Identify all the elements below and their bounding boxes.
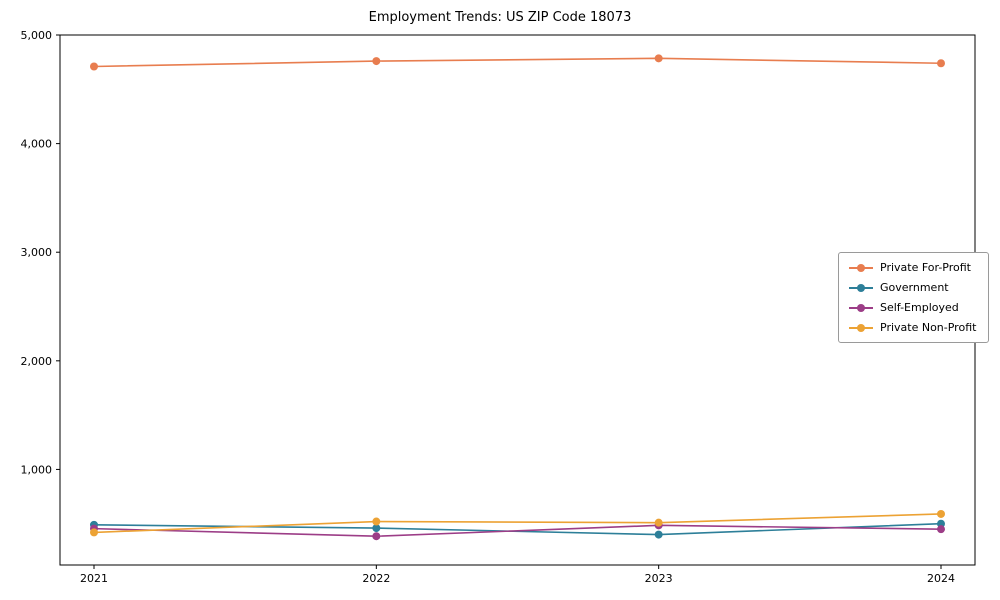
legend-label: Government — [880, 281, 949, 294]
legend-marker-dot — [857, 283, 865, 292]
series-marker — [937, 509, 945, 518]
y-tick-label: 2,000 — [21, 355, 53, 368]
y-tick-label: 5,000 — [21, 29, 53, 42]
y-tick-label: 3,000 — [21, 246, 53, 259]
series-marker — [372, 532, 381, 541]
series-marker — [90, 528, 98, 537]
legend-marker — [849, 303, 873, 312]
series-marker — [654, 530, 663, 539]
series-line — [93, 57, 942, 68]
legend-marker — [849, 263, 873, 272]
series-marker — [372, 57, 381, 66]
series-marker — [937, 59, 945, 68]
chart-title: Employment Trends: US ZIP Code 18073 — [368, 10, 632, 25]
series-marker — [90, 62, 98, 71]
series-line — [93, 513, 942, 534]
series-line — [93, 524, 942, 538]
series-marker — [372, 517, 381, 526]
x-tick-label: 2021 — [80, 572, 108, 585]
x-tick-label: 2024 — [927, 572, 955, 585]
series-marker — [654, 54, 663, 63]
legend-item: Government — [849, 281, 976, 294]
x-tick-label: 2023 — [645, 572, 673, 585]
legend-marker-dot — [857, 323, 865, 332]
legend-item: Private Non-Profit — [849, 321, 976, 334]
legend-item: Private For-Profit — [849, 261, 976, 274]
chart-legend: Private For-Profit Government Self-Employe… — [838, 252, 990, 343]
y-tick-label: 4,000 — [21, 138, 53, 151]
legend-item: Self-Employed — [849, 301, 976, 314]
x-tick-label: 2022 — [362, 572, 390, 585]
series-marker — [372, 524, 381, 533]
legend-label: Private Non-Profit — [880, 321, 977, 334]
legend-label: Private For-Profit — [880, 261, 971, 274]
series-marker — [937, 525, 945, 534]
legend-label: Self-Employed — [880, 301, 959, 314]
series-line — [93, 522, 942, 536]
legend-marker — [849, 283, 873, 292]
legend-marker — [849, 323, 873, 332]
y-tick-label: 1,000 — [21, 463, 53, 476]
series-marker — [654, 518, 663, 527]
legend-marker-dot — [857, 303, 865, 312]
legend-marker-dot — [857, 263, 865, 272]
